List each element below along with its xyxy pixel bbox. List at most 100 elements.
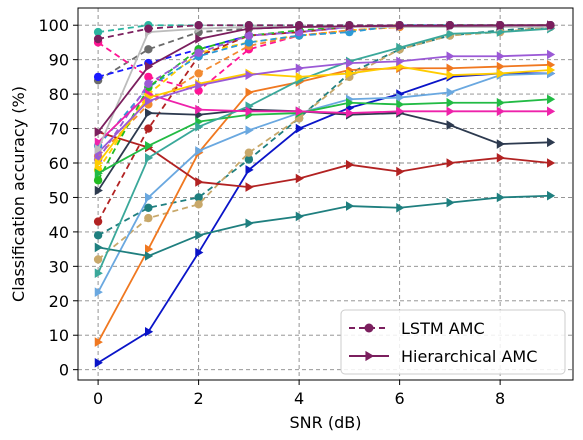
- data-point: [195, 34, 204, 44]
- data-point: [395, 21, 404, 30]
- data-point: [94, 185, 103, 196]
- legend-label: Hierarchical AMC: [401, 347, 537, 366]
- data-point: [396, 202, 405, 213]
- series-line: [97, 27, 551, 274]
- data-point: [546, 21, 555, 30]
- x-tick-label: 2: [194, 389, 204, 408]
- data-point: [144, 153, 154, 163]
- data-point: [445, 21, 455, 30]
- data-point: [144, 192, 154, 203]
- data-point: [295, 106, 304, 117]
- data-point: [495, 21, 505, 30]
- data-point: [94, 168, 103, 179]
- data-point: [446, 106, 455, 117]
- series-line: [97, 53, 551, 154]
- data-point: [195, 80, 204, 91]
- x-axis-label: SNR (dB): [290, 413, 362, 432]
- series-25: [94, 22, 556, 155]
- series-line: [97, 24, 551, 147]
- data-point: [144, 24, 153, 33]
- series-line: [97, 93, 551, 143]
- data-point: [144, 79, 153, 88]
- data-point: [245, 165, 254, 175]
- series-line: [97, 131, 551, 189]
- data-point: [547, 190, 556, 201]
- data-point: [245, 106, 254, 117]
- data-point: [144, 108, 154, 118]
- data-point: [446, 70, 455, 80]
- data-point: [547, 65, 556, 75]
- data-point: [195, 230, 204, 241]
- legend-entry: LSTM AMC: [349, 319, 485, 338]
- y-tick-label: 60: [49, 154, 69, 173]
- data-point: [295, 173, 304, 184]
- data-point: [295, 72, 304, 82]
- y-tick-label: 20: [49, 292, 69, 311]
- series-24: [94, 49, 556, 158]
- series-line: [97, 24, 551, 133]
- series-8: [93, 21, 555, 226]
- data-point: [144, 244, 154, 254]
- data-point: [446, 87, 455, 98]
- y-tick-label: 50: [49, 188, 69, 207]
- data-point: [144, 140, 154, 151]
- axis-ticks: 0 10 20 30 40 50 60 70 80 90 100 0 2 4 6 8: [38, 16, 505, 408]
- data-point: [245, 218, 254, 229]
- data-point: [446, 97, 455, 108]
- data-point: [93, 27, 103, 37]
- data-point: [244, 148, 254, 157]
- data-point: [195, 104, 204, 115]
- data-point: [195, 177, 204, 187]
- data-point: [346, 108, 355, 118]
- data-point: [144, 326, 154, 337]
- x-tick-label: 6: [395, 389, 405, 408]
- data-point: [93, 176, 103, 185]
- data-point: [144, 124, 153, 133]
- y-axis-label: Classification accuracy (%): [9, 86, 28, 302]
- data-point: [446, 29, 455, 39]
- data-point: [396, 166, 405, 177]
- data-point: [396, 99, 405, 110]
- data-point: [396, 106, 405, 117]
- legend: LSTM AMC Hierarchical AMC: [340, 309, 566, 375]
- x-tick-label: 0: [93, 389, 103, 408]
- data-point: [245, 70, 254, 80]
- data-point: [446, 51, 455, 62]
- data-point: [94, 287, 103, 297]
- data-point: [245, 182, 254, 192]
- data-point: [93, 217, 103, 226]
- data-point: [245, 125, 254, 136]
- data-point: [346, 58, 355, 68]
- series-line: [97, 24, 551, 161]
- series-line: [97, 194, 551, 257]
- data-point: [93, 34, 103, 44]
- data-point: [93, 72, 103, 82]
- data-point: [144, 251, 154, 261]
- data-point: [144, 96, 154, 106]
- plot-frame: [77, 7, 574, 381]
- data-point: [144, 213, 153, 223]
- data-point: [94, 242, 103, 253]
- data-point: [94, 268, 103, 279]
- data-point: [244, 38, 254, 47]
- series-21: [94, 23, 556, 279]
- data-point: [195, 146, 204, 156]
- series-line: [97, 26, 551, 150]
- data-point: [496, 192, 505, 203]
- y-tick-label: 90: [49, 51, 69, 70]
- data-point: [294, 21, 304, 30]
- data-point: [446, 158, 455, 168]
- data-point: [547, 94, 556, 105]
- series-layer: [93, 20, 556, 368]
- y-tick-label: 30: [49, 257, 69, 276]
- data-point: [496, 97, 505, 108]
- x-tick-label: 8: [495, 389, 505, 408]
- y-tick-label: 0: [59, 361, 69, 380]
- y-tick-label: 70: [49, 120, 69, 139]
- data-point: [346, 68, 355, 79]
- data-point: [93, 255, 103, 264]
- data-point: [194, 200, 203, 209]
- series-line: [97, 98, 551, 175]
- data-point: [194, 69, 203, 78]
- data-point: [244, 31, 254, 40]
